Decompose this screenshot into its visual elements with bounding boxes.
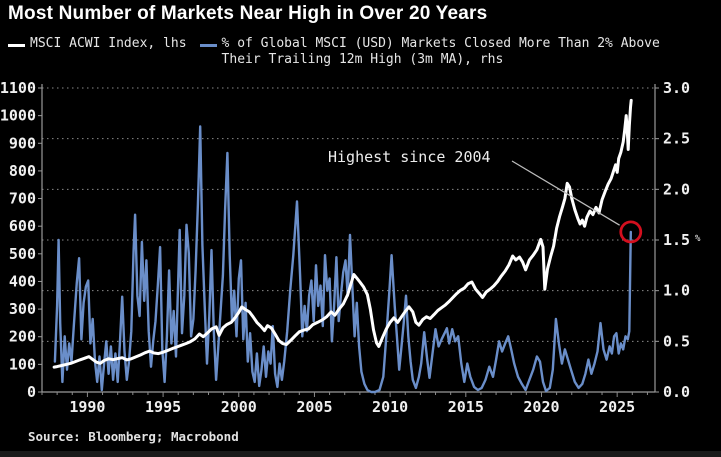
legend-label-line1: % of Global MSCI (USD) Markets Closed Mo… xyxy=(221,36,660,51)
legend-label: % of Global MSCI (USD) Markets Closed Mo… xyxy=(222,36,660,68)
chart-title: Most Number of Markets Near High in Over… xyxy=(8,3,488,24)
x-axis-tick-label: 2015 xyxy=(448,398,484,416)
left-axis-tick-label: 500 xyxy=(9,245,36,263)
white-line-swatch-icon xyxy=(8,44,25,47)
annotation-highlight-circle xyxy=(619,220,643,244)
right-axis-tick-label: 0.0 xyxy=(663,383,690,401)
series-line-msci-acwi xyxy=(52,98,633,369)
right-axis-tick-label: 0.5 xyxy=(663,332,690,350)
annotation-text: Highest since 2004 xyxy=(328,148,491,166)
left-axis-tick-label: 600 xyxy=(9,217,36,235)
legend-label-line2: Their Trailing 12m High (3m MA), rhs xyxy=(221,52,504,67)
left-axis-tick-label: 100 xyxy=(9,355,36,373)
bottom-bar xyxy=(0,451,721,457)
x-axis-tick-label: 2005 xyxy=(296,398,332,416)
x-axis-tick-label: 2010 xyxy=(372,398,408,416)
right-axis-unit-label: % xyxy=(695,234,701,244)
left-axis-tick-label: 200 xyxy=(9,328,36,346)
left-axis-tick-label: 1000 xyxy=(0,107,36,125)
right-axis-tick-label: 1.5 xyxy=(663,231,690,249)
source-text: Source: Bloomberg; Macrobond xyxy=(28,429,239,444)
right-axis-tick-label: 1.0 xyxy=(663,282,690,300)
legend-label: MSCI ACWI Index, lhs xyxy=(30,36,187,51)
left-axis-tick-label: 700 xyxy=(9,190,36,208)
x-axis-tick-label: 2000 xyxy=(221,398,257,416)
left-axis-tick-label: 0 xyxy=(27,383,36,401)
x-axis-tick-label: 2025 xyxy=(599,398,635,416)
left-axis-tick-label: 300 xyxy=(9,300,36,318)
series-line-pct-markets xyxy=(53,125,632,394)
left-axis-tick-label: 900 xyxy=(9,134,36,152)
right-axis-tick-label: 3.0 xyxy=(663,79,690,97)
blue-line-swatch-icon xyxy=(199,44,217,47)
x-axis-tick-label: 1995 xyxy=(145,398,181,416)
x-axis-tick-label: 2020 xyxy=(523,398,559,416)
right-axis-tick-label: 2.5 xyxy=(663,130,690,148)
left-axis-tick-label: 1100 xyxy=(0,79,36,97)
x-axis-tick-label: 1990 xyxy=(69,398,105,416)
legend: MSCI ACWI Index, lhs % of Global MSCI (U… xyxy=(8,36,660,68)
annotation-leader-line xyxy=(511,160,620,226)
left-axis-tick-label: 800 xyxy=(9,162,36,180)
right-axis-tick-label: 2.0 xyxy=(663,180,690,198)
legend-item-pct-markets: % of Global MSCI (USD) Markets Closed Mo… xyxy=(199,36,660,68)
left-axis-tick-label: 400 xyxy=(9,272,36,290)
legend-item-msci-acwi: MSCI ACWI Index, lhs xyxy=(8,36,187,52)
